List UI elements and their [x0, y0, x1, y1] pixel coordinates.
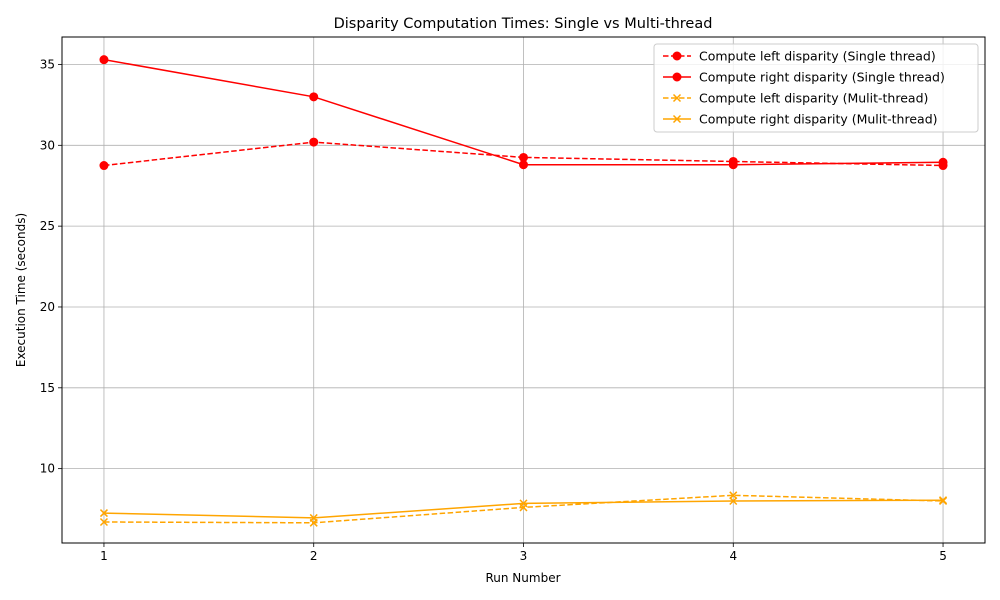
data-point — [519, 499, 528, 508]
legend-marker — [672, 72, 682, 82]
legend: Compute left disparity (Single thread) Co… — [653, 43, 979, 133]
x-tick-label: 2 — [310, 549, 318, 563]
y-tick-label: 30 — [40, 138, 55, 152]
series-1 — [99, 55, 948, 170]
legend-item: Compute left disparity (Single thread) — [663, 49, 936, 64]
data-point — [309, 137, 319, 147]
x-tick-label: 3 — [520, 549, 528, 563]
x-tick-label: 4 — [729, 549, 737, 563]
x-tick-label: 1 — [100, 549, 108, 563]
data-point — [309, 92, 319, 102]
data-point — [938, 157, 948, 167]
series-layer — [99, 55, 948, 527]
y-tick-label: 25 — [40, 219, 55, 233]
x-tick-label: 5 — [939, 549, 947, 563]
series-2 — [99, 491, 948, 527]
y-axis-ticks: 10 15 20 25 30 35 — [40, 57, 62, 476]
data-point — [519, 160, 528, 170]
x-axis-ticks: 1 2 3 4 5 — [100, 543, 947, 563]
data-point — [99, 55, 109, 65]
data-point — [729, 496, 738, 505]
data-point — [99, 509, 108, 518]
grid — [62, 37, 985, 543]
legend-item: Compute right disparity (Single thread) — [663, 70, 945, 85]
y-tick-label: 35 — [40, 57, 55, 71]
legend-label: Compute left disparity (Single thread) — [699, 49, 936, 64]
x-axis-label: Run Number — [485, 571, 560, 585]
data-point — [309, 513, 318, 522]
data-point — [939, 496, 948, 505]
y-tick-label: 15 — [40, 381, 55, 395]
series-3 — [99, 496, 948, 522]
legend-item: Compute right disparity (Mulit-thread) — [663, 112, 938, 127]
legend-label: Compute right disparity (Mulit-thread) — [699, 112, 938, 127]
legend-item: Compute left disparity (Mulit-thread) — [663, 91, 928, 106]
y-tick-label: 10 — [40, 462, 55, 476]
legend-box — [653, 43, 979, 133]
data-point — [99, 161, 109, 171]
y-tick-label: 20 — [40, 300, 55, 314]
legend-label: Compute left disparity (Mulit-thread) — [699, 91, 928, 106]
legend-marker — [672, 93, 682, 103]
chart-title: Disparity Computation Times: Single vs M… — [334, 16, 713, 32]
y-axis-label: Execution Time (seconds) — [14, 213, 28, 367]
legend-label: Compute right disparity (Single thread) — [699, 70, 945, 85]
legend-marker — [672, 51, 682, 61]
data-point — [728, 160, 738, 170]
legend-marker — [672, 114, 682, 124]
data-point — [99, 517, 108, 527]
